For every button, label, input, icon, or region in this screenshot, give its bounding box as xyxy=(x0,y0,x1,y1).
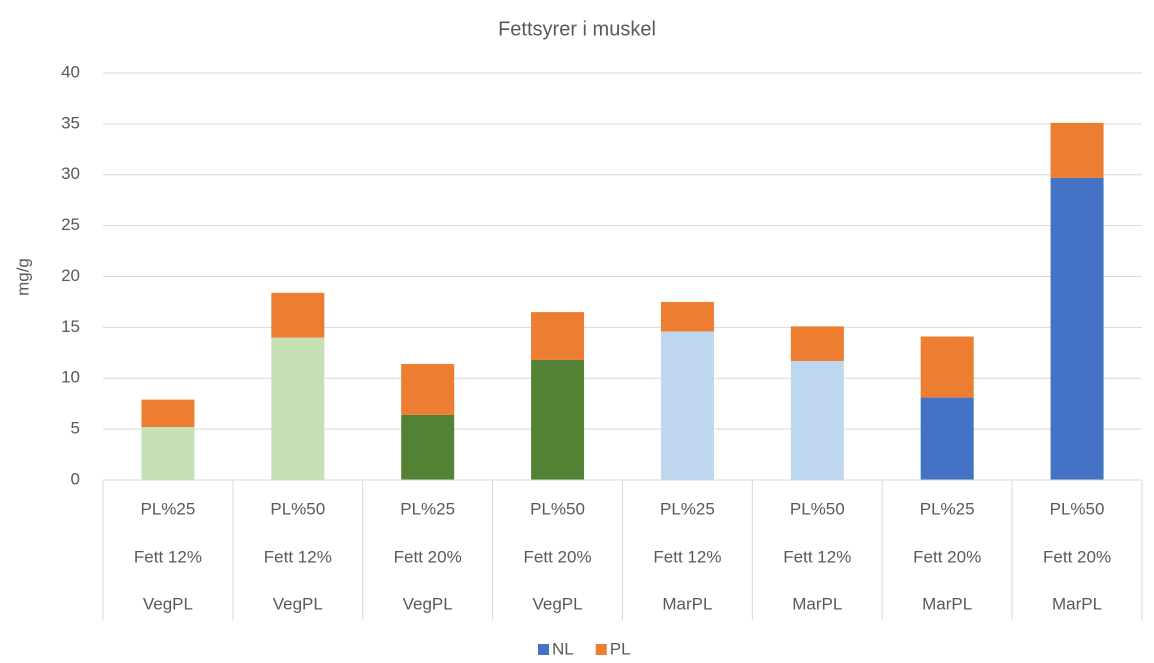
bar-segment xyxy=(790,360,844,480)
bar-segment xyxy=(920,397,974,480)
x-tick-label: Fett 12% xyxy=(264,547,332,566)
x-tick-label: PL%50 xyxy=(1050,499,1105,518)
x-tick-label: PL%25 xyxy=(660,499,715,518)
y-tick-label: 0 xyxy=(71,469,80,488)
y-tick-label: 35 xyxy=(61,113,80,132)
x-tick-label: VegPL xyxy=(143,594,193,613)
x-tick-label: VegPL xyxy=(403,594,453,613)
x-tick-label: Fett 20% xyxy=(524,547,592,566)
bar-segment xyxy=(401,414,455,480)
bar-segment xyxy=(271,292,325,338)
y-tick-label: 20 xyxy=(61,266,80,285)
y-tick-label: 10 xyxy=(61,368,80,387)
legend-swatch xyxy=(538,644,549,655)
x-tick-label: MarPL xyxy=(922,594,972,613)
x-tick-label: PL%25 xyxy=(400,499,455,518)
x-tick-label: PL%50 xyxy=(270,499,325,518)
x-tick-label: VegPL xyxy=(273,594,323,613)
legend-label: PL xyxy=(610,639,631,658)
y-axis-label: mg/g xyxy=(13,258,32,296)
y-tick-label: 40 xyxy=(61,62,80,81)
x-tick-label: MarPL xyxy=(1052,594,1102,613)
bar-segment xyxy=(141,399,195,428)
x-tick-label: Fett 12% xyxy=(783,547,851,566)
legend-swatch xyxy=(595,644,607,655)
x-tick-label: Fett 12% xyxy=(653,547,721,566)
bar-segment xyxy=(401,364,455,415)
x-tick-label: Fett 20% xyxy=(1043,547,1111,566)
x-tick-label: PL%25 xyxy=(920,499,975,518)
x-tick-label: Fett 12% xyxy=(134,547,202,566)
bar-segment xyxy=(920,336,974,398)
bar-segment xyxy=(660,301,714,332)
bar-segment xyxy=(1050,122,1104,178)
bar-segment xyxy=(271,337,325,480)
bar-segment xyxy=(531,359,585,480)
x-tick-label: PL%25 xyxy=(141,499,196,518)
bar-segment xyxy=(531,312,585,360)
x-tick-label: MarPL xyxy=(792,594,842,613)
bar-segment xyxy=(1050,177,1104,481)
x-tick-label: Fett 20% xyxy=(394,547,462,566)
legend-label: NL xyxy=(552,639,574,658)
bar-segment xyxy=(660,331,714,480)
x-tick-label: VegPL xyxy=(533,594,583,613)
x-tick-label: PL%50 xyxy=(530,499,585,518)
bar-segment xyxy=(141,427,195,480)
x-tick-label: PL%50 xyxy=(790,499,845,518)
bar-segment xyxy=(790,326,844,361)
chart-title: Fettsyrer i muskel xyxy=(498,18,656,40)
y-tick-label: 30 xyxy=(61,164,80,183)
x-tick-label: MarPL xyxy=(662,594,712,613)
y-tick-label: 15 xyxy=(61,317,80,336)
y-tick-label: 25 xyxy=(61,215,80,234)
x-tick-label: Fett 20% xyxy=(913,547,981,566)
y-tick-label: 5 xyxy=(71,419,80,438)
